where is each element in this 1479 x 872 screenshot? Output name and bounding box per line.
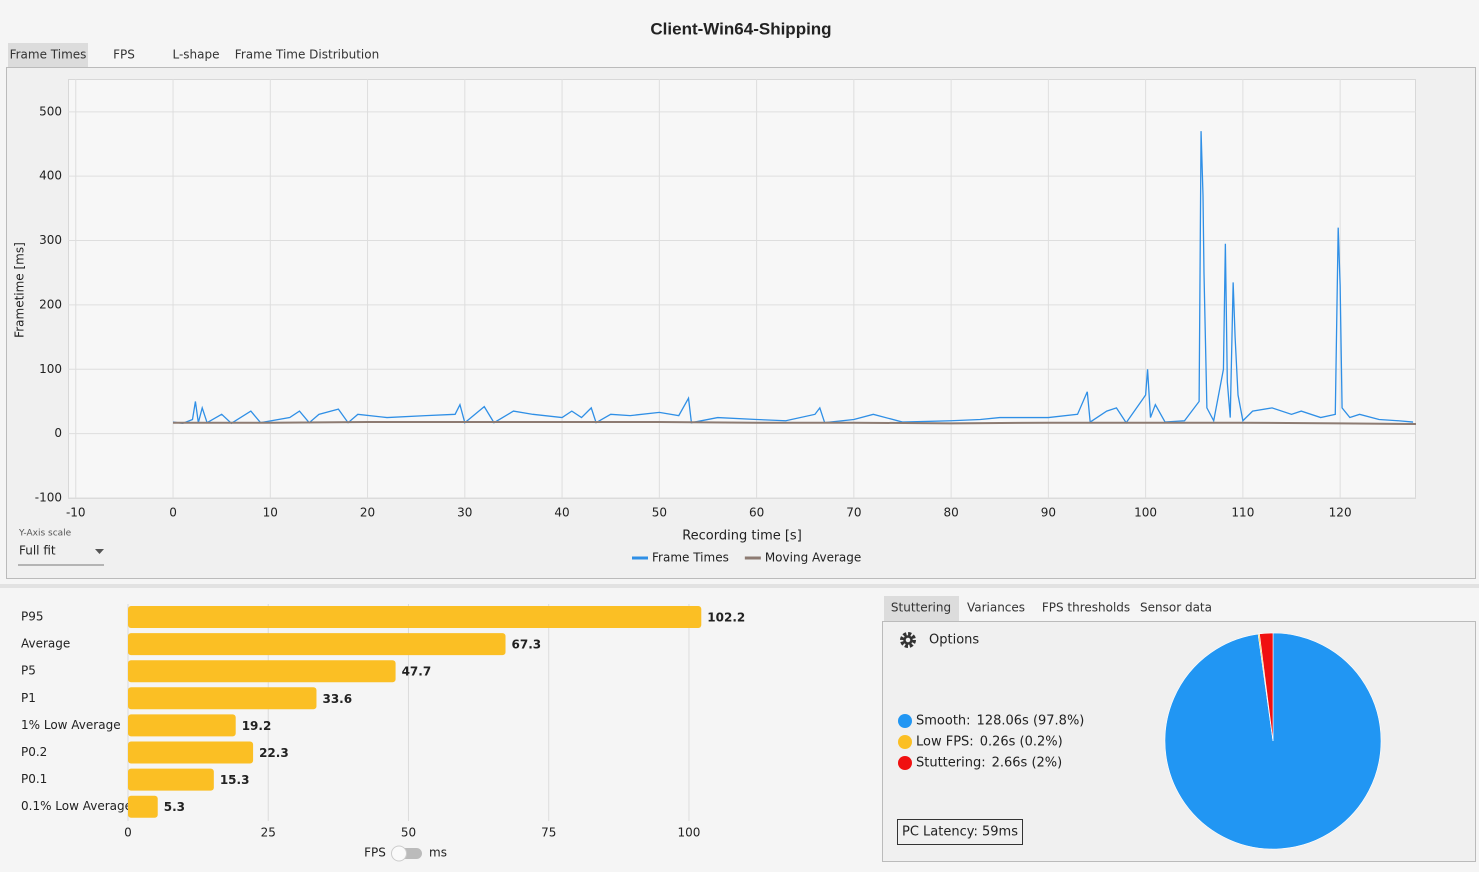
x-tick-label: 90 (1041, 506, 1056, 520)
gear-icon[interactable] (900, 632, 916, 648)
tab[interactable]: Sensor data (1140, 601, 1212, 615)
y-tick-label: 500 (39, 104, 62, 118)
bar (128, 768, 214, 791)
tab[interactable]: Stuttering (891, 601, 951, 615)
x-tick-label: 110 (1231, 506, 1254, 520)
value-label: 15.3 (220, 773, 250, 787)
active-tab-bg (884, 596, 959, 621)
category-label: P5 (21, 664, 36, 678)
x-tick-label: 100 (677, 826, 700, 840)
x-tick-label: 70 (846, 506, 861, 520)
tab[interactable]: Variances (967, 601, 1025, 615)
dropdown-arrow[interactable] (95, 549, 104, 554)
separator (0, 584, 1479, 588)
bar (128, 606, 702, 628)
y-tick-label: -100 (35, 491, 62, 505)
x-tick-label: 50 (652, 506, 667, 520)
legend-value: 128.06s (97.8%) (977, 714, 1085, 729)
x-tick-label: 120 (1329, 506, 1352, 520)
tab[interactable]: Frame Time Distribution (235, 48, 379, 62)
bar (128, 714, 236, 737)
x-tick-label: 40 (554, 506, 569, 520)
category-label: Average (21, 637, 70, 651)
category-label: P1 (21, 691, 36, 705)
legend-dot (898, 735, 912, 749)
legend-dot (898, 756, 912, 770)
legend-label: Frame Times (652, 551, 729, 565)
tab[interactable]: FPS thresholds (1042, 601, 1130, 615)
bar (128, 687, 317, 710)
y-tick-label: 100 (39, 362, 62, 376)
options-label[interactable]: Options (929, 633, 979, 648)
legend-value: 0.26s (0.2%) (980, 735, 1063, 750)
toggle-knob[interactable] (391, 845, 407, 862)
series-line (173, 421, 1416, 425)
bar (128, 795, 158, 818)
value-label: 47.7 (402, 665, 432, 679)
x-axis-title: Recording time [s] (682, 529, 802, 544)
legend-label: Stuttering: (916, 756, 986, 771)
y-scale-value[interactable]: Full fit (19, 544, 56, 558)
x-tick-label: 50 (401, 826, 416, 840)
legend-label: Moving Average (765, 551, 861, 565)
value-label: 19.2 (242, 719, 272, 733)
x-tick-label: 0 (169, 506, 177, 520)
value-label: 102.2 (707, 611, 745, 625)
x-tick-label: 75 (541, 826, 556, 840)
toggle-left: FPS (364, 846, 386, 860)
y-tick-label: 400 (39, 169, 62, 183)
value-label: 22.3 (259, 746, 289, 760)
active-tab-bg (8, 43, 88, 67)
x-tick-label: 10 (263, 506, 278, 520)
x-tick-label: 80 (943, 506, 958, 520)
category-label: P0.2 (21, 745, 47, 759)
tab[interactable]: FPS (113, 48, 135, 62)
bar (128, 660, 396, 683)
tab[interactable]: L-shape (172, 48, 219, 62)
value-label: 33.6 (322, 692, 352, 706)
category-label: P0.1 (21, 772, 47, 786)
legend-value: 2.66s (2%) (992, 756, 1063, 771)
window-title: Client-Win64-Shipping (650, 19, 831, 38)
value-label: 67.3 (512, 638, 542, 652)
series-line (172, 131, 1414, 425)
category-label: 0.1% Low Average (21, 799, 132, 813)
bar (128, 741, 254, 764)
toggle-right: ms (429, 846, 447, 860)
x-tick-label: 20 (360, 506, 375, 520)
legend-label: Smooth: (916, 714, 971, 729)
y-tick-label: 0 (54, 426, 62, 440)
plot-area (68, 79, 1416, 499)
y-tick-label: 300 (39, 233, 62, 247)
y-axis-title: Frametime [ms] (13, 242, 27, 338)
x-tick-label: 60 (749, 506, 764, 520)
bar (128, 633, 506, 656)
y-tick-label: 200 (39, 297, 62, 311)
tab[interactable]: Frame Times (10, 48, 87, 62)
y-scale-label: Y-Axis scale (18, 529, 72, 539)
pc-latency: PC Latency: 59ms (902, 825, 1018, 840)
latency-box (897, 819, 1023, 845)
value-label: 5.3 (164, 800, 185, 814)
legend-dot (898, 714, 912, 728)
x-tick-label: 30 (457, 506, 472, 520)
x-tick-label: 25 (261, 826, 276, 840)
x-tick-label: -10 (66, 506, 86, 520)
legend-label: Low FPS: (916, 735, 974, 750)
pie-slice (1259, 632, 1274, 742)
category-label: 1% Low Average (21, 718, 121, 732)
category-label: P95 (21, 610, 44, 624)
x-tick-label: 100 (1134, 506, 1157, 520)
legend: Frame Times Moving Average (632, 551, 861, 565)
x-tick-label: 0 (124, 826, 132, 840)
